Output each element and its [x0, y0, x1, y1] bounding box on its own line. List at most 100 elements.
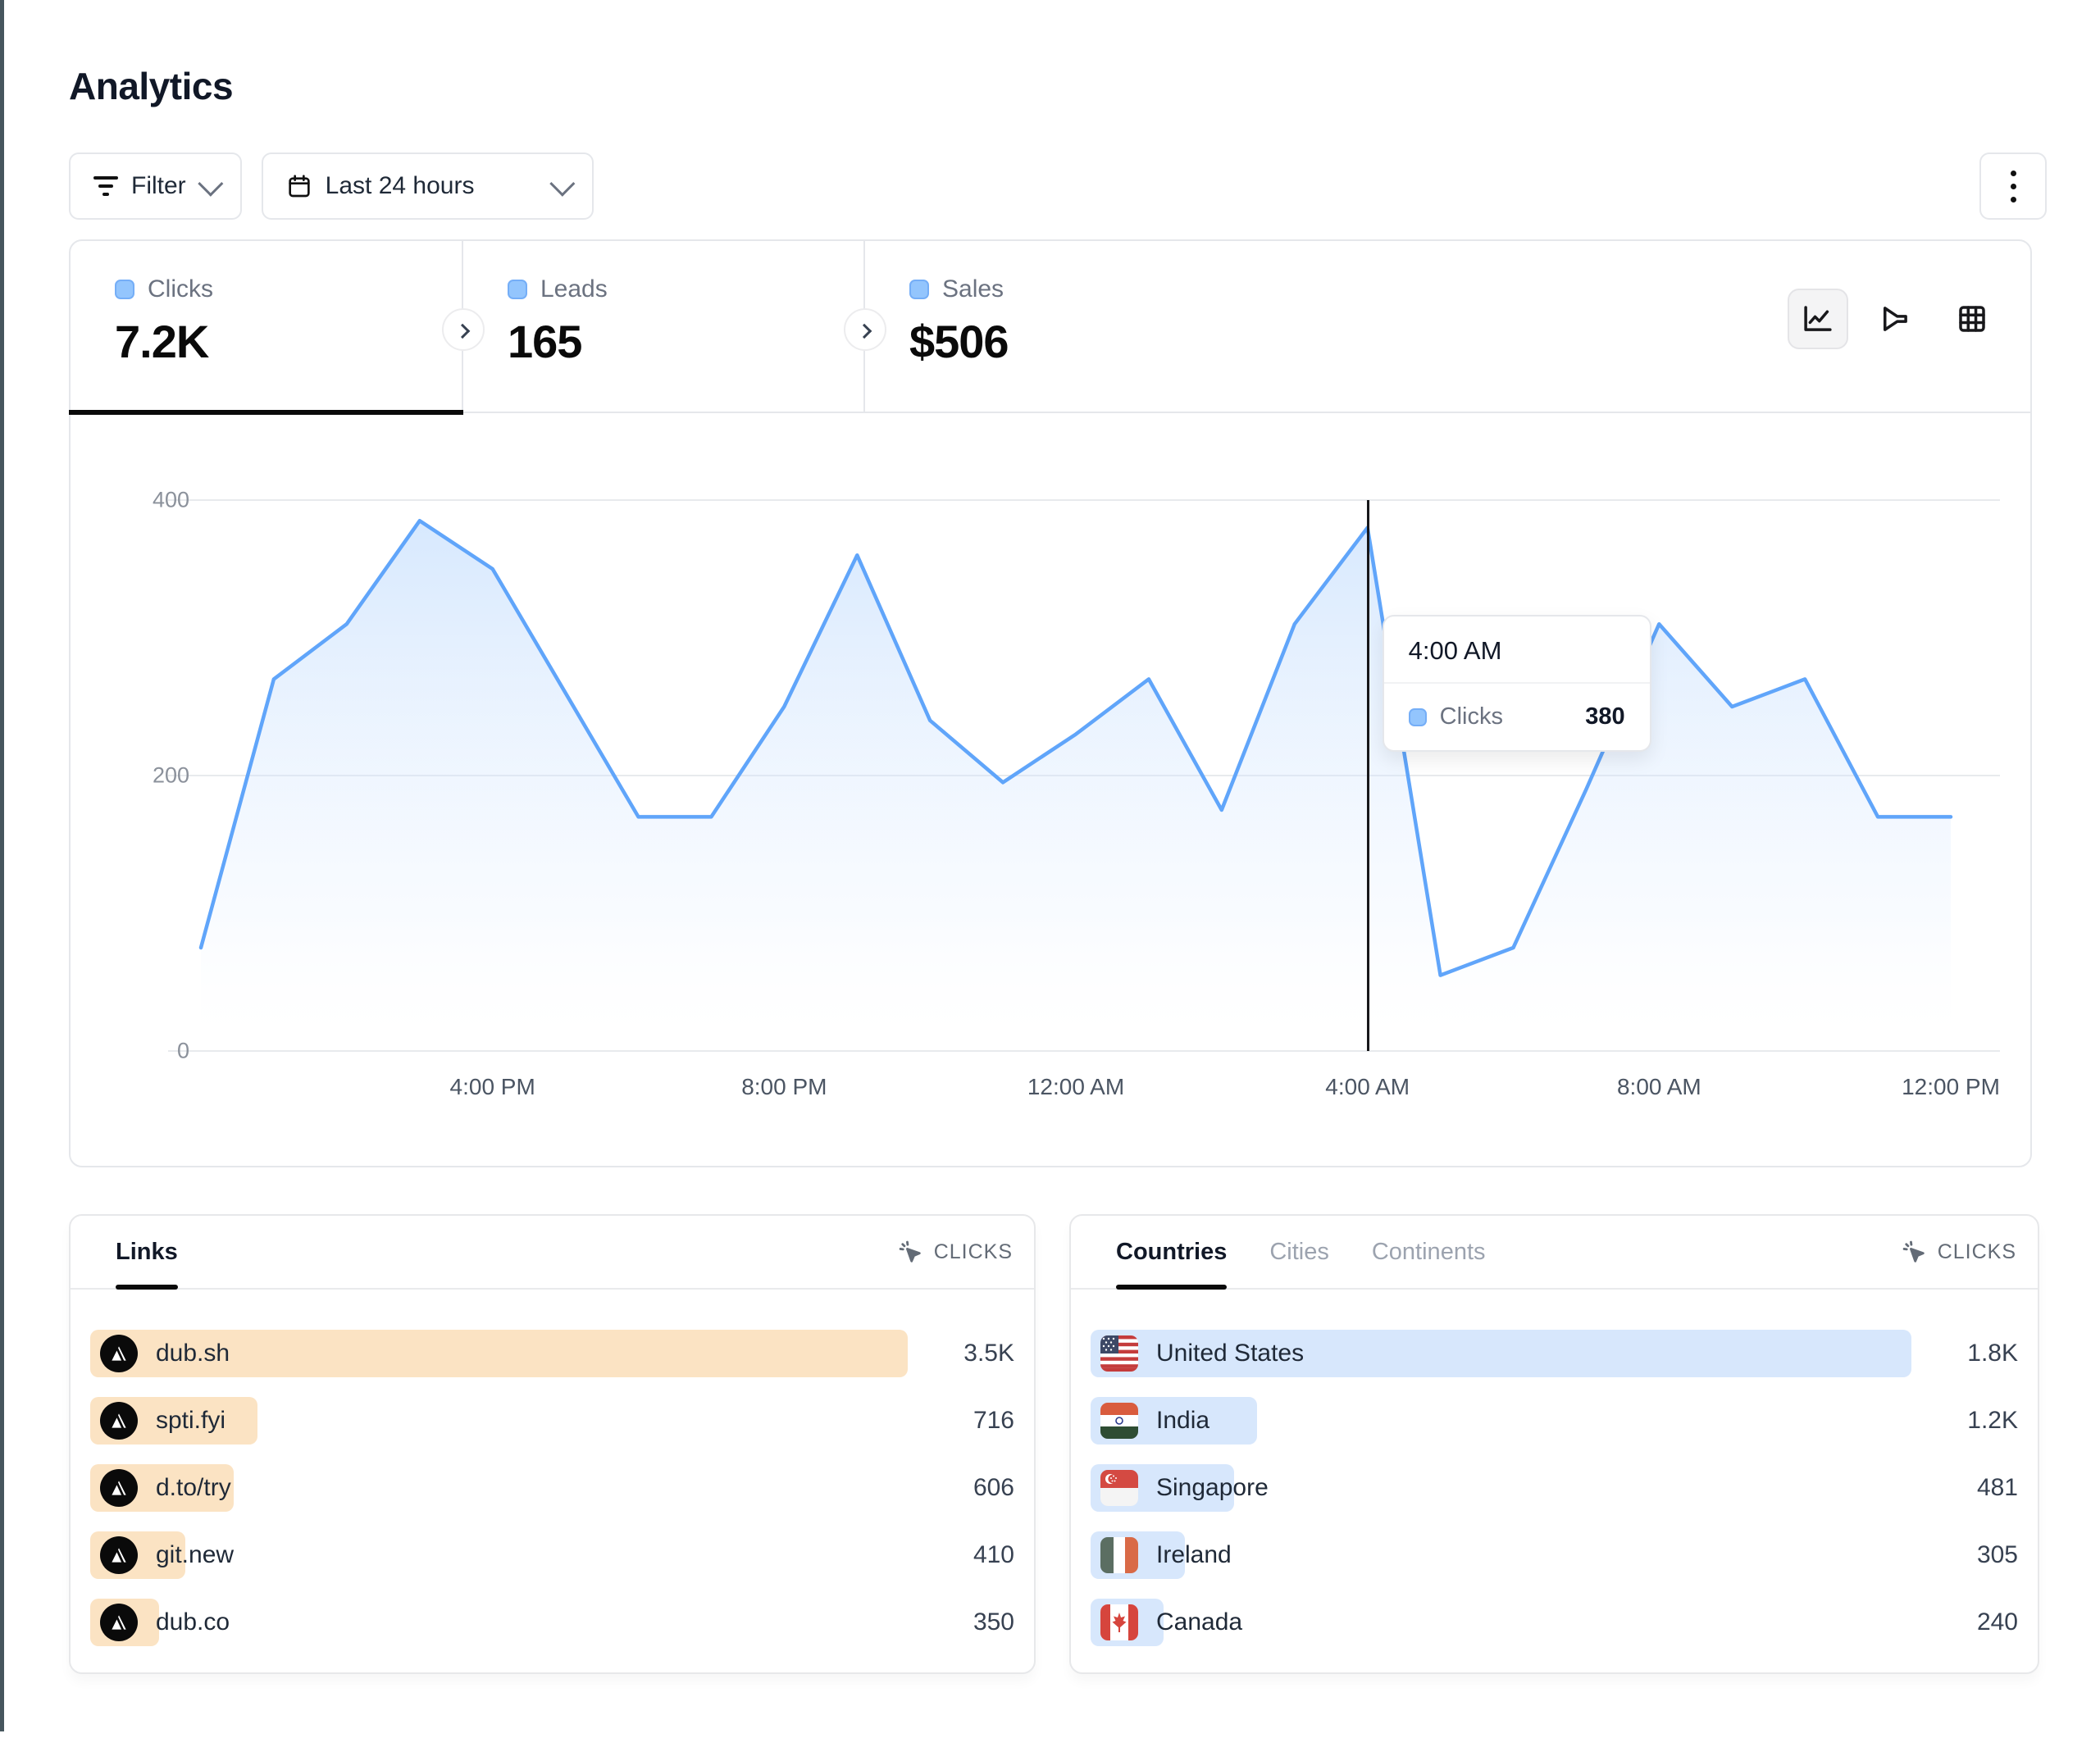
- cursor-click-icon: [899, 1240, 921, 1263]
- ireland-flag-icon: [1100, 1537, 1138, 1573]
- countries-panel: Countries Cities Continents CLICKS Unite…: [1069, 1214, 2039, 1674]
- chevron-down-icon: [197, 171, 224, 197]
- tab-leads[interactable]: Leads 165: [463, 241, 865, 412]
- funnel-chart-view-button[interactable]: [1865, 289, 1925, 349]
- tooltip-series-swatch-icon: [1408, 707, 1427, 726]
- link-row-dub-co[interactable]: dub.co 350: [90, 1599, 1014, 1646]
- tab-countries[interactable]: Countries: [1116, 1216, 1228, 1290]
- dub-logo-icon: [100, 1536, 138, 1574]
- dub-logo-icon: [100, 1604, 138, 1641]
- y-axis-tick: 0: [176, 1038, 189, 1063]
- tooltip-time: 4:00 AM: [1383, 616, 1650, 684]
- link-row-git-new[interactable]: git.new 410: [90, 1531, 1014, 1579]
- countries-metric-header[interactable]: CLICKS: [1900, 1238, 2016, 1266]
- funnel-chart-icon: [1884, 307, 1907, 331]
- clicks-tab-value: 7.2K: [115, 316, 209, 367]
- toolbar: Filter Last 24 hours: [69, 152, 2047, 220]
- dub-logo-icon: [100, 1469, 138, 1507]
- date-range-label: Last 24 hours: [325, 172, 475, 199]
- link-label: d.to/try: [156, 1474, 231, 1501]
- area-chart-svg: [198, 518, 1953, 1051]
- line-chart-icon: [1804, 306, 1832, 331]
- gridline-400: [168, 499, 2000, 501]
- chart-plot-area[interactable]: 400 200 0 4:00 PM 8:00 PM 12:00 AM 4:00 …: [153, 488, 2000, 1099]
- links-metric-header[interactable]: CLICKS: [896, 1238, 1013, 1266]
- x-axis-tick: 12:00 PM: [1902, 1074, 2000, 1099]
- country-label: Ireland: [1156, 1541, 1232, 1568]
- y-axis-tick: 200: [152, 762, 189, 788]
- link-clicks-value: 350: [973, 1608, 1014, 1636]
- clicks-tab-label: Clicks: [148, 275, 213, 303]
- link-label: dub.co: [156, 1608, 230, 1636]
- link-clicks-value: 3.5K: [963, 1340, 1014, 1367]
- x-axis-tick: 8:00 PM: [741, 1074, 827, 1099]
- clicks-series-swatch-icon: [115, 280, 134, 299]
- link-row-dub-sh[interactable]: dub.sh 3.5K: [90, 1330, 1014, 1377]
- date-range-button[interactable]: Last 24 hours: [261, 152, 594, 220]
- chart-tooltip: 4:00 AM Clicks 380: [1382, 615, 1651, 752]
- more-options-button[interactable]: [1979, 152, 2047, 220]
- x-axis-tick: 8:00 AM: [1616, 1074, 1701, 1099]
- page-title: Analytics: [69, 65, 234, 107]
- tab-continents[interactable]: Continents: [1371, 1238, 1486, 1265]
- india-flag-icon: [1100, 1403, 1138, 1439]
- tab-sales[interactable]: Sales $506: [865, 241, 2030, 412]
- sales-tab-label: Sales: [942, 275, 1004, 303]
- calendar-icon: [289, 175, 310, 198]
- singapore-flag-icon: [1100, 1470, 1138, 1506]
- line-chart-view-button[interactable]: [1788, 289, 1848, 349]
- link-label: dub.sh: [156, 1340, 230, 1367]
- country-label: Canada: [1156, 1608, 1243, 1636]
- sales-series-swatch-icon: [909, 280, 929, 299]
- chevron-right-icon: [454, 323, 470, 339]
- kebab-menu-icon: [2010, 170, 2016, 202]
- link-row-d-to-try[interactable]: d.to/try 606: [90, 1464, 1014, 1512]
- dub-logo-icon: [100, 1402, 138, 1440]
- tab-clicks[interactable]: Clicks 7.2K: [69, 241, 463, 415]
- link-label: git.new: [156, 1541, 235, 1568]
- tooltip-value: 380: [1585, 703, 1625, 730]
- country-row-ireland[interactable]: Ireland 305: [1091, 1531, 2018, 1579]
- country-clicks-value: 1.8K: [1967, 1340, 2018, 1367]
- leads-series-swatch-icon: [508, 280, 527, 299]
- gridline-0: [168, 1050, 2000, 1052]
- chevron-right-icon: [856, 323, 872, 339]
- links-list: dub.sh 3.5K spti.fyi 716 d.to/try 606: [90, 1330, 1014, 1666]
- table-view-button[interactable]: [1942, 289, 2002, 349]
- links-panel-header: Links CLICKS: [71, 1216, 1034, 1290]
- filter-button[interactable]: Filter: [69, 152, 242, 220]
- clicks-time-series-chart[interactable]: 400 200 0 4:00 PM 8:00 PM 12:00 AM 4:00 …: [71, 413, 2030, 1166]
- link-bar: [90, 1330, 908, 1377]
- sales-tab-value: $506: [909, 316, 1009, 367]
- link-clicks-value: 410: [973, 1541, 1014, 1568]
- country-row-canada[interactable]: Canada 240: [1091, 1599, 2018, 1646]
- y-axis-tick: 400: [152, 487, 189, 512]
- canada-flag-icon: [1100, 1604, 1138, 1640]
- country-clicks-value: 481: [1976, 1474, 2018, 1501]
- country-label: United States: [1156, 1340, 1305, 1367]
- tab-cities[interactable]: Cities: [1269, 1238, 1329, 1265]
- window-edge-divider: [0, 0, 4, 1731]
- country-row-singapore[interactable]: Singapore 481: [1091, 1464, 2018, 1512]
- leads-tab-value: 165: [508, 316, 582, 367]
- expand-leads-button[interactable]: [844, 308, 886, 351]
- country-row-united-states[interactable]: United States 1.8K: [1091, 1330, 2018, 1377]
- country-clicks-value: 1.2K: [1967, 1407, 2018, 1434]
- chart-area-fill: [201, 521, 1951, 1051]
- dub-logo-icon: [100, 1335, 138, 1372]
- stats-tabs-row: Clicks 7.2K Leads 165 Sales $506: [69, 241, 2030, 415]
- link-row-spti-fyi[interactable]: spti.fyi 716: [90, 1397, 1014, 1445]
- expand-clicks-button[interactable]: [442, 308, 485, 351]
- country-label: India: [1156, 1407, 1210, 1434]
- country-clicks-value: 305: [1976, 1541, 2018, 1568]
- link-clicks-value: 606: [973, 1474, 1014, 1501]
- country-label: Singapore: [1156, 1474, 1269, 1501]
- country-bar: [1091, 1330, 1911, 1377]
- tab-links[interactable]: Links: [116, 1216, 178, 1290]
- country-clicks-value: 240: [1976, 1608, 2018, 1636]
- chart-type-switcher: [1788, 289, 2002, 349]
- countries-panel-header: Countries Cities Continents CLICKS: [1071, 1216, 2038, 1290]
- x-axis-tick: 4:00 PM: [449, 1074, 535, 1099]
- tooltip-series-label: Clicks: [1439, 703, 1503, 730]
- country-row-india[interactable]: India 1.2K: [1091, 1397, 2018, 1445]
